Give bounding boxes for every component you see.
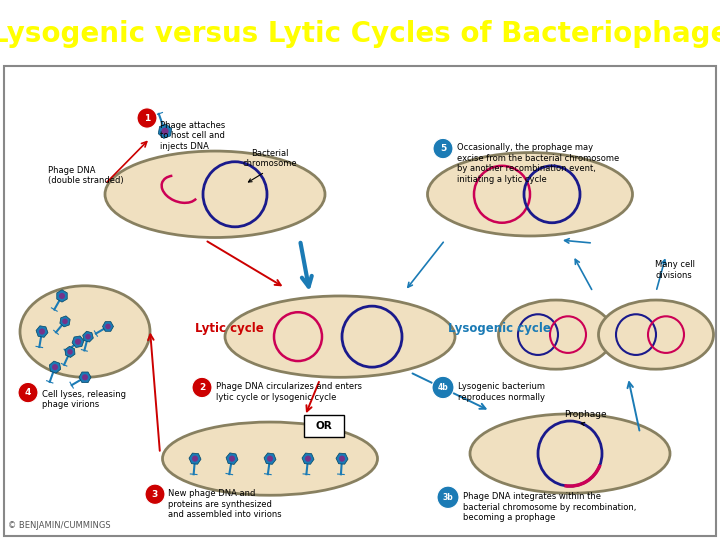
Text: Phage DNA
(double stranded): Phage DNA (double stranded): [48, 166, 124, 185]
Text: Phage attaches
to host cell and
injects DNA: Phage attaches to host cell and injects …: [160, 121, 225, 151]
Text: 3: 3: [152, 490, 158, 499]
Ellipse shape: [163, 422, 377, 495]
Ellipse shape: [62, 319, 68, 324]
Polygon shape: [189, 453, 201, 464]
Polygon shape: [83, 331, 94, 342]
Circle shape: [437, 486, 459, 509]
Polygon shape: [226, 453, 238, 464]
Text: OR: OR: [315, 421, 333, 431]
Ellipse shape: [267, 456, 273, 462]
Circle shape: [432, 376, 454, 399]
Text: Lysogenic cycle: Lysogenic cycle: [448, 322, 551, 335]
Circle shape: [18, 382, 38, 403]
Text: Phage DNA circularizes and enters
lytic cycle or lysogenic cycle: Phage DNA circularizes and enters lytic …: [216, 382, 362, 402]
Text: 3b: 3b: [443, 493, 454, 502]
Polygon shape: [65, 346, 75, 357]
Polygon shape: [158, 124, 171, 138]
Ellipse shape: [20, 286, 150, 377]
Circle shape: [433, 138, 453, 159]
Polygon shape: [72, 336, 84, 348]
FancyBboxPatch shape: [304, 415, 344, 437]
Text: 5: 5: [440, 144, 446, 153]
Circle shape: [145, 484, 165, 504]
Polygon shape: [102, 322, 114, 332]
Polygon shape: [302, 453, 314, 464]
Text: Bacterial
chromosome: Bacterial chromosome: [243, 148, 297, 168]
Polygon shape: [57, 290, 67, 302]
Text: Lysogenic versus Lytic Cycles of Bacteriophage: Lysogenic versus Lytic Cycles of Bacteri…: [0, 20, 720, 48]
Text: 4: 4: [24, 388, 31, 397]
Polygon shape: [264, 453, 276, 464]
Ellipse shape: [192, 456, 198, 462]
Text: Many cell
divisions: Many cell divisions: [655, 260, 695, 280]
Ellipse shape: [470, 414, 670, 493]
Text: Cell lyses, releasing
phage virions: Cell lyses, releasing phage virions: [42, 389, 126, 409]
Polygon shape: [60, 316, 70, 327]
Polygon shape: [79, 372, 91, 383]
Ellipse shape: [428, 153, 632, 236]
Ellipse shape: [598, 300, 714, 369]
Text: New phage DNA and
proteins are synthesized
and assembled into virions: New phage DNA and proteins are synthesiz…: [168, 489, 282, 519]
Ellipse shape: [105, 323, 111, 329]
Ellipse shape: [225, 296, 455, 377]
Ellipse shape: [498, 300, 613, 369]
Ellipse shape: [59, 293, 65, 299]
Text: Occasionally, the prophage may
excise from the bacterial chromosome
by another r: Occasionally, the prophage may excise fr…: [457, 144, 619, 184]
Ellipse shape: [229, 456, 235, 462]
Ellipse shape: [105, 151, 325, 238]
Text: 2: 2: [199, 383, 205, 392]
Ellipse shape: [39, 328, 45, 335]
Ellipse shape: [52, 364, 58, 370]
Ellipse shape: [82, 374, 88, 380]
Text: 1: 1: [144, 113, 150, 123]
Text: Phage DNA integrates within the
bacterial chromosome by recombination,
becoming : Phage DNA integrates within the bacteria…: [463, 492, 636, 522]
Text: Lysogenic bacterium
reproduces normally: Lysogenic bacterium reproduces normally: [458, 382, 545, 402]
Text: Lytic cycle: Lytic cycle: [195, 322, 264, 335]
Polygon shape: [49, 361, 60, 373]
Ellipse shape: [339, 456, 345, 462]
Circle shape: [192, 377, 212, 397]
Text: 4b: 4b: [438, 383, 449, 392]
Circle shape: [137, 108, 157, 128]
Polygon shape: [336, 453, 348, 464]
Ellipse shape: [75, 339, 81, 345]
Text: © BENJAMIN/CUMMINGS: © BENJAMIN/CUMMINGS: [8, 521, 111, 530]
Text: Prophage: Prophage: [564, 410, 606, 419]
Ellipse shape: [67, 349, 73, 355]
Ellipse shape: [85, 334, 91, 340]
Ellipse shape: [305, 456, 311, 462]
Polygon shape: [36, 326, 48, 338]
Ellipse shape: [161, 127, 168, 135]
